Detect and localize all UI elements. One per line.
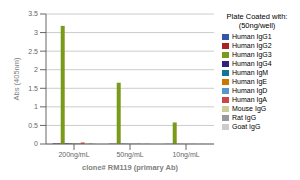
html-text:Rat IgG: Rat IgG bbox=[232, 114, 257, 121]
svg-text:3: 3 bbox=[34, 29, 38, 36]
svg-text:2: 2 bbox=[34, 66, 38, 73]
html-text:Mouse IgG: Mouse IgG bbox=[232, 105, 267, 112]
html-text:(50ng/well): (50ng/well) bbox=[238, 21, 276, 30]
svg-text:50ng/mL: 50ng/mL bbox=[116, 151, 143, 159]
svg-text:0.5: 0.5 bbox=[28, 122, 38, 129]
html-text:Human IgE: Human IgE bbox=[232, 78, 267, 85]
svg-text:Abs (405nm): Abs (405nm) bbox=[12, 57, 21, 100]
svg-text:clone# RM119 (primary Ab): clone# RM119 (primary Ab) bbox=[82, 163, 179, 172]
html-text:Goat IgG: Goat IgG bbox=[232, 123, 261, 130]
svg-text:0: 0 bbox=[34, 140, 38, 147]
html-text:Human IgA: Human IgA bbox=[232, 96, 267, 103]
html-text:Human IgG1: Human IgG1 bbox=[232, 33, 272, 40]
html-text:Human IgM: Human IgM bbox=[232, 69, 269, 76]
svg-text:200ng/mL: 200ng/mL bbox=[58, 151, 89, 159]
html-text:Plate Coated with:: Plate Coated with: bbox=[226, 12, 288, 21]
html-text:Human IgG3: Human IgG3 bbox=[232, 51, 272, 58]
svg-text:10ng/mL: 10ng/mL bbox=[172, 151, 199, 159]
svg-text:3.5: 3.5 bbox=[28, 10, 38, 17]
svg-text:2.5: 2.5 bbox=[28, 48, 38, 55]
html-text:Human IgG4: Human IgG4 bbox=[232, 60, 272, 67]
html-text:Human IgG2: Human IgG2 bbox=[232, 42, 272, 49]
svg-text:1.5: 1.5 bbox=[28, 85, 38, 92]
html-text:Human IgD: Human IgD bbox=[232, 87, 268, 94]
svg-text:1: 1 bbox=[34, 103, 38, 110]
